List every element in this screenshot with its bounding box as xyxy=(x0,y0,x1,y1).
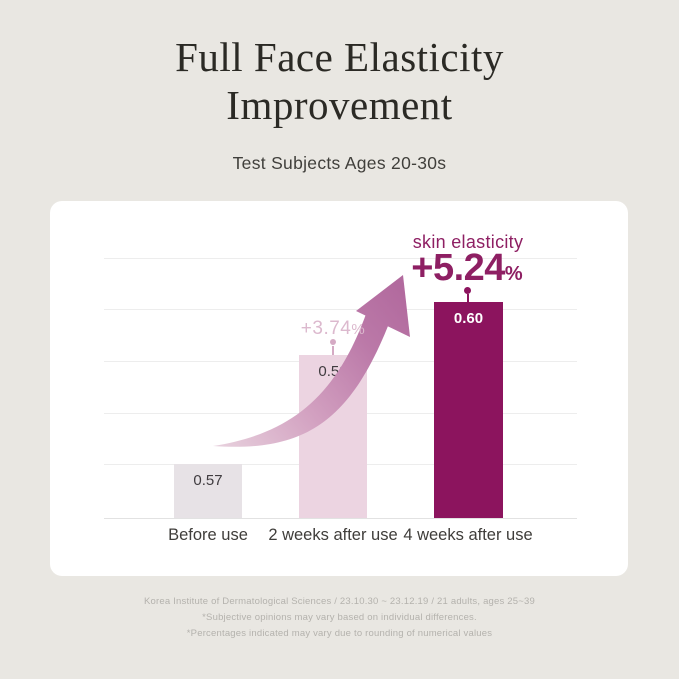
bar-4-weeks-after-use: 0.60 xyxy=(434,302,503,518)
title-line-2: Improvement xyxy=(226,82,453,128)
percent-sign: % xyxy=(504,263,523,285)
page-title: Full Face Elasticity Improvement xyxy=(0,33,679,129)
delta-label-2-weeks: +3.74% xyxy=(233,318,433,340)
axis-baseline xyxy=(104,518,577,519)
gridline xyxy=(104,258,577,259)
axis-label-4-weeks: 4 weeks after use xyxy=(403,526,533,544)
pin-dot xyxy=(464,287,471,294)
gridline xyxy=(104,309,577,310)
bar-2-weeks-after-use: 0.59 xyxy=(299,355,367,518)
axis-label-2-weeks: 2 weeks after use xyxy=(268,526,398,544)
title-line-1: Full Face Elasticity xyxy=(175,34,504,80)
bar-value-label: 0.59 xyxy=(318,363,348,380)
footnotes: Korea Institute of Dermatological Scienc… xyxy=(0,594,679,642)
bar-value-label: 0.57 xyxy=(193,472,223,489)
footnote-disclaimer-2: *Percentages indicated may vary due to r… xyxy=(186,628,493,639)
delta-value: +5.24 xyxy=(411,247,505,289)
callout-title: skin elasticity xyxy=(412,232,524,252)
percent-sign: % xyxy=(351,321,366,338)
pin-line xyxy=(467,294,469,302)
chart-card: 0.57 0.59 0.60 +3.74% xyxy=(50,201,628,576)
axis-label-before-use: Before use xyxy=(168,526,248,544)
bar-before-use: 0.57 xyxy=(174,464,242,518)
pin-dot xyxy=(330,339,336,345)
footnote-source: Korea Institute of Dermatological Scienc… xyxy=(144,596,535,607)
delta-label-4-weeks: +5.24% xyxy=(367,247,567,290)
delta-value: +3.74 xyxy=(300,318,352,339)
pin-line xyxy=(332,346,334,355)
page-subtitle: Test Subjects Ages 20-30s xyxy=(232,153,447,173)
footnote-disclaimer-1: *Subjective opinions may vary based on i… xyxy=(202,612,477,623)
bar-value-label: 0.60 xyxy=(453,310,484,327)
